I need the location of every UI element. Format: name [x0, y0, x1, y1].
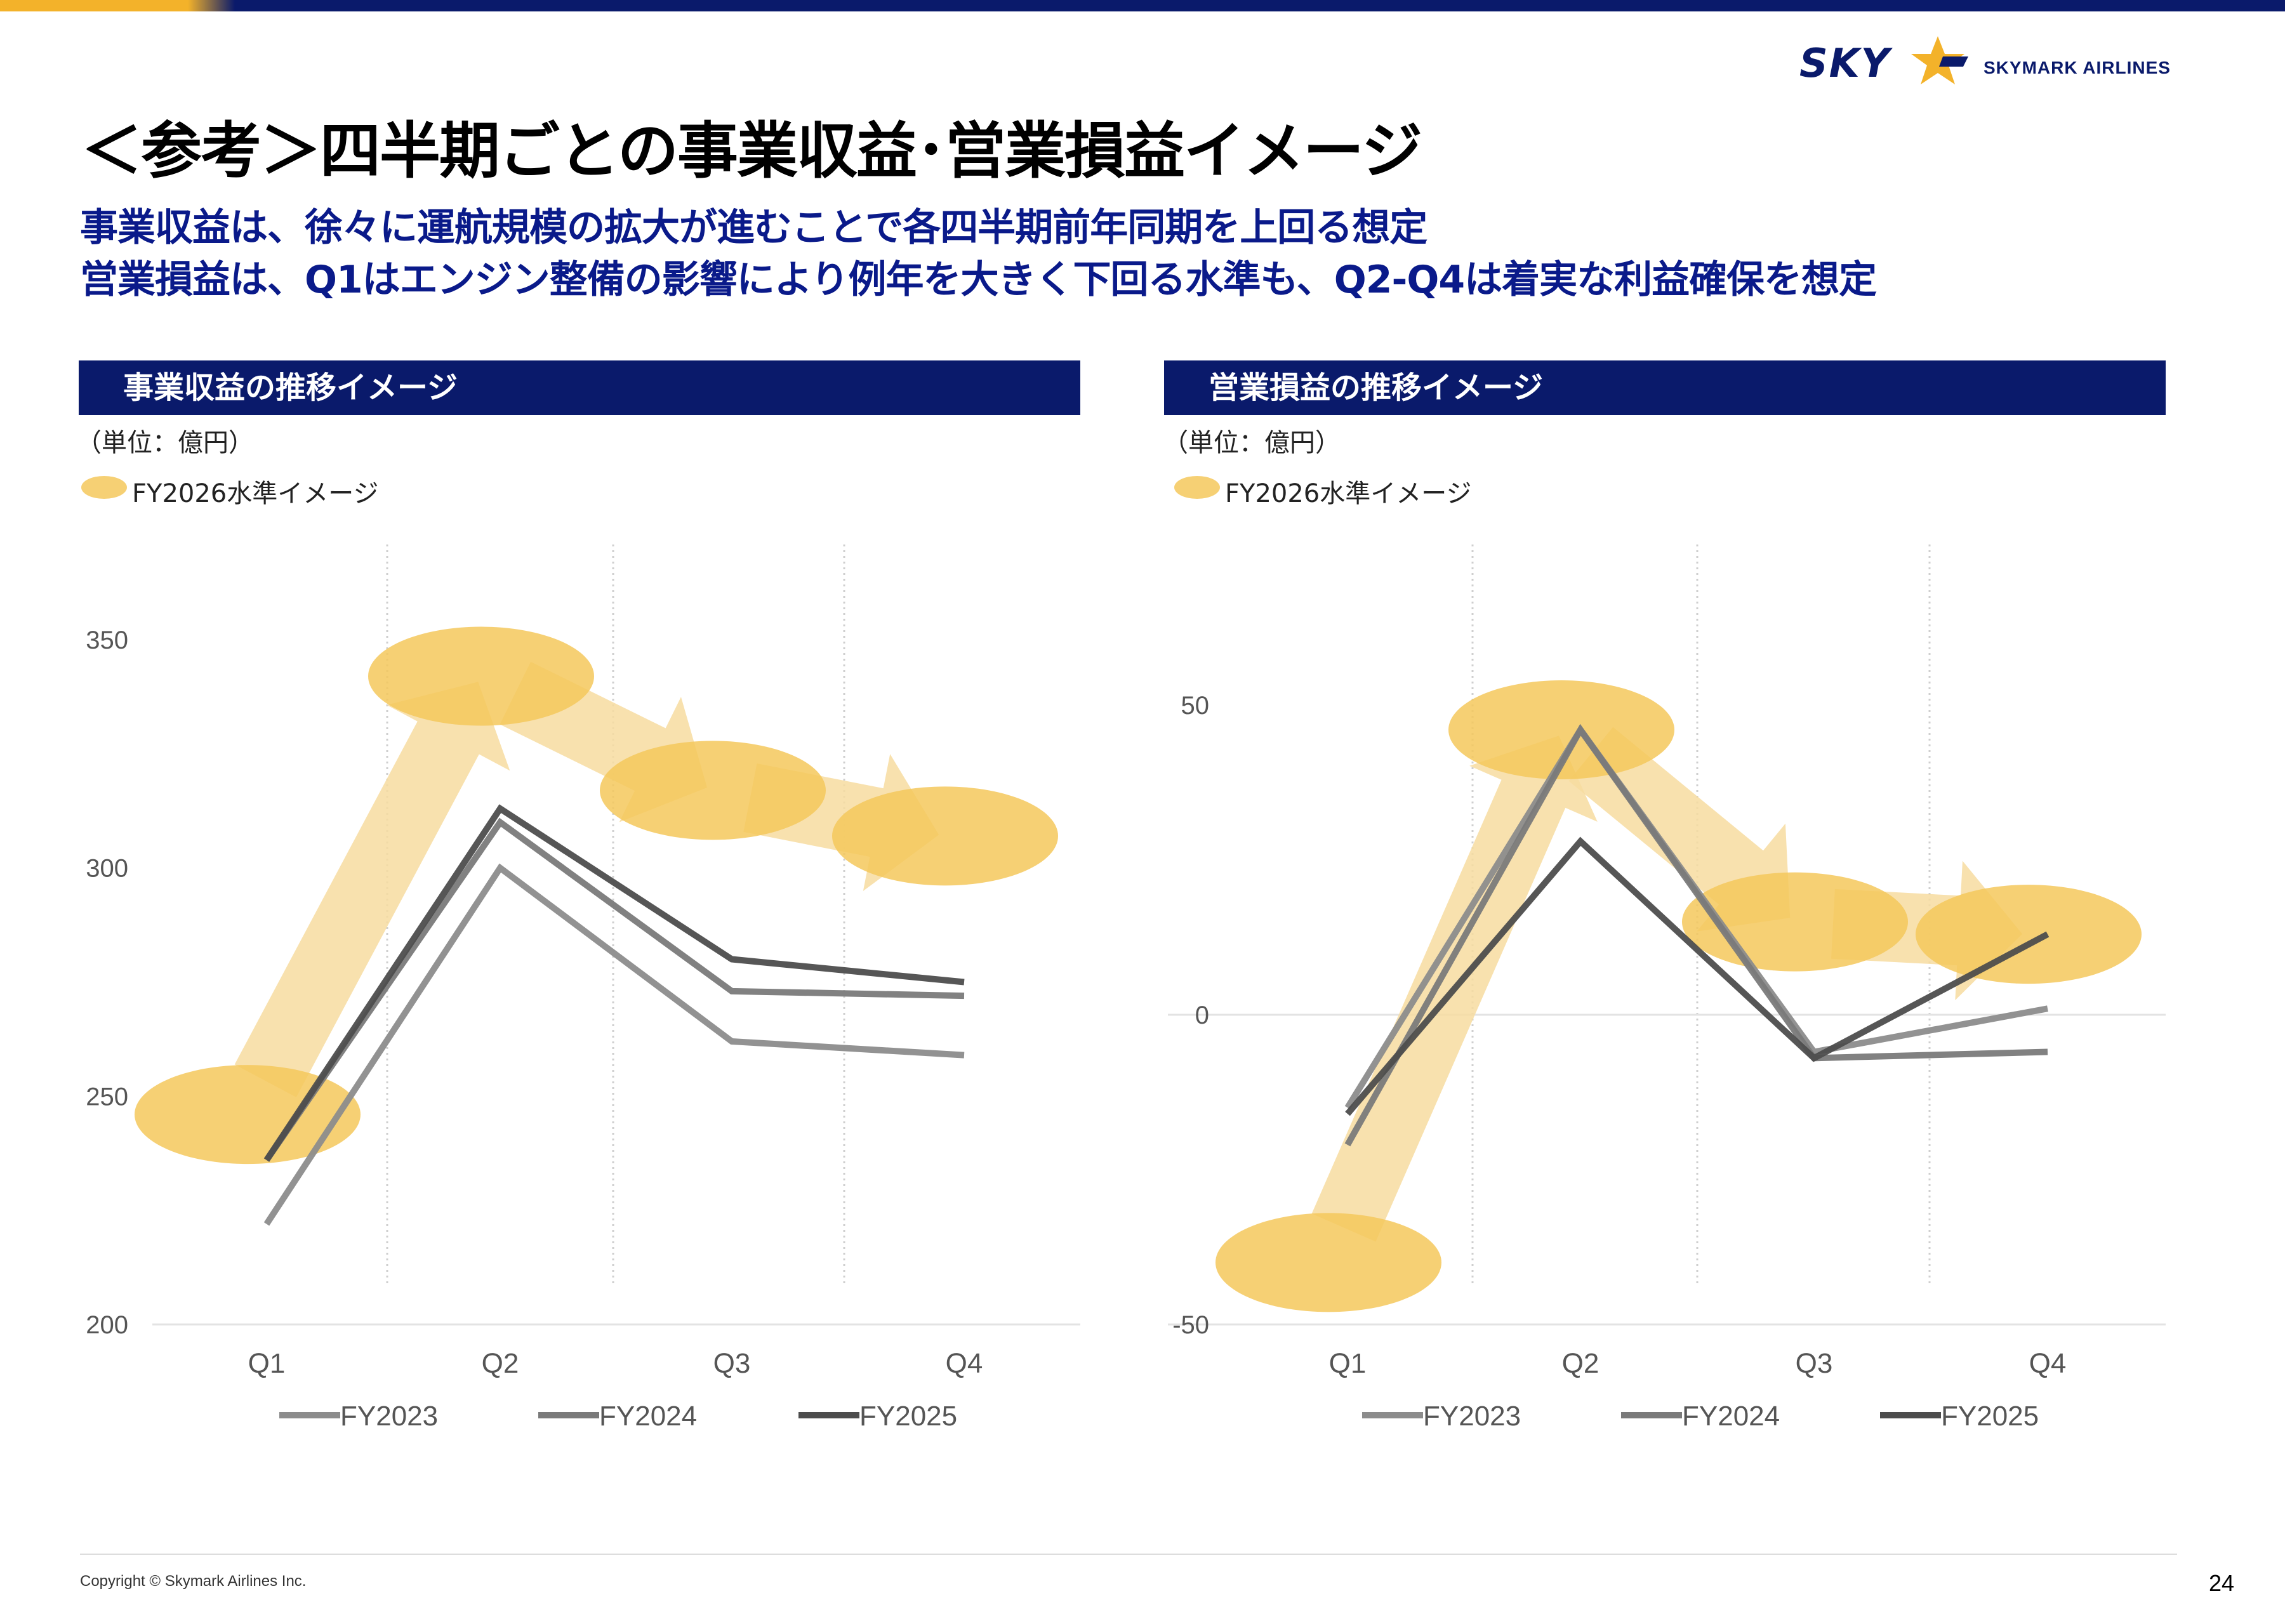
operating-income-legend-label-fy2023: FY2023	[1423, 1401, 1521, 1432]
revenue-x-tick-label: Q1	[248, 1348, 286, 1379]
revenue-fy2026-arrow	[234, 682, 510, 1098]
revenue-line-fy2025	[263, 804, 965, 1162]
operating-income-chart: -50 0 50 Q1 Q2 Q3 Q4 FY2023 FY2024 FY2025	[1168, 545, 2166, 1432]
revenue-legend-label-fy2023: FY2023	[340, 1401, 438, 1432]
operating-income-y-tick-label: 50	[1181, 692, 1210, 720]
top-bar-accent	[0, 0, 235, 11]
revenue-legend-label-fy2025: FY2025	[859, 1401, 957, 1432]
operating-income-fy2026-ellipse-q1	[1215, 1213, 1441, 1312]
revenue-chart: 200 250 300 350 Q1 Q2 Q3 Q4 FY2023 FY2024 FY2025	[86, 545, 1080, 1432]
operating-income-legend-label-fy2025: FY2025	[1941, 1401, 2039, 1432]
top-bar	[0, 0, 2285, 11]
logo-airline-name: SKYMARK AIRLINES	[1984, 58, 2171, 77]
operating-income-fy2026-legend-label: FY2026水準イメージ	[1225, 479, 1472, 508]
revenue-y-tick-label: 250	[86, 1083, 128, 1111]
revenue-fy2026-ellipse-q4	[832, 786, 1058, 886]
subtitle-line-2: 営業損益は、Q1はエンジン整備の影響により例年を大きく下回る水準も、Q2-Q4は…	[80, 258, 1877, 302]
subtitle-line-1: 事業収益は、徐々に運航規模の拡大が進むことで各四半期前年同期を上回る想定	[80, 206, 1427, 250]
revenue-x-tick-label: Q2	[482, 1348, 519, 1379]
revenue-line-fy2023	[263, 863, 965, 1226]
operating-income-x-tick-label: Q4	[2029, 1348, 2067, 1379]
operating-income-fy2026-ellipse-q2	[1448, 680, 1674, 780]
revenue-fy2026-ellipse-q2	[368, 626, 594, 726]
revenue-fy2026-ellipse-q3	[600, 741, 826, 840]
revenue-fy2026-legend-swatch	[81, 476, 127, 499]
operating-income-line-fy2025	[1345, 836, 2050, 1116]
operating-income-fy2026-legend-swatch	[1174, 476, 1220, 499]
logo-sky-text: SKY	[1799, 40, 1891, 86]
star-icon	[1911, 36, 1968, 84]
revenue-fy2026-legend-label: FY2026水準イメージ	[132, 479, 379, 508]
operating-income-y-tick-label: -50	[1172, 1311, 1209, 1339]
revenue-panel-header: 事業収益の推移イメージ	[79, 360, 1080, 415]
operating-income-legend-label-fy2024: FY2024	[1682, 1401, 1780, 1432]
operating-income-y-tick-label: 0	[1195, 1001, 1209, 1029]
page-title: ＜参考＞四半期ごとの事業収益･営業損益イメージ	[81, 116, 1422, 187]
revenue-line-fy2024	[263, 817, 965, 1162]
revenue-x-tick-label: Q3	[713, 1348, 751, 1379]
operating-income-x-tick-label: Q2	[1562, 1348, 1600, 1379]
revenue-y-tick-label: 300	[86, 855, 128, 883]
revenue-unit-label: （単位：億円）	[76, 428, 254, 458]
revenue-y-tick-label: 200	[86, 1311, 128, 1339]
operating-income-fy2026-ellipse-q4	[1916, 885, 2142, 984]
revenue-legend-label-fy2024: FY2024	[599, 1401, 697, 1432]
footer-divider	[80, 1554, 2177, 1555]
page-number: 24	[2209, 1570, 2235, 1596]
revenue-y-tick-label: 350	[86, 626, 128, 654]
operating-income-unit-label: （単位：億円）	[1163, 428, 1341, 458]
operating-income-panel-header: 営業損益の推移イメージ	[1164, 360, 2166, 415]
revenue-x-tick-label: Q4	[946, 1348, 983, 1379]
operating-income-line-fy2024	[1344, 723, 2048, 1147]
revenue-fy2026-ellipse-q1	[135, 1065, 361, 1165]
operating-income-x-tick-label: Q3	[1796, 1348, 1833, 1379]
copyright-text: Copyright © Skymark Airlines Inc.	[80, 1573, 307, 1590]
operating-income-x-tick-label: Q1	[1329, 1348, 1367, 1379]
